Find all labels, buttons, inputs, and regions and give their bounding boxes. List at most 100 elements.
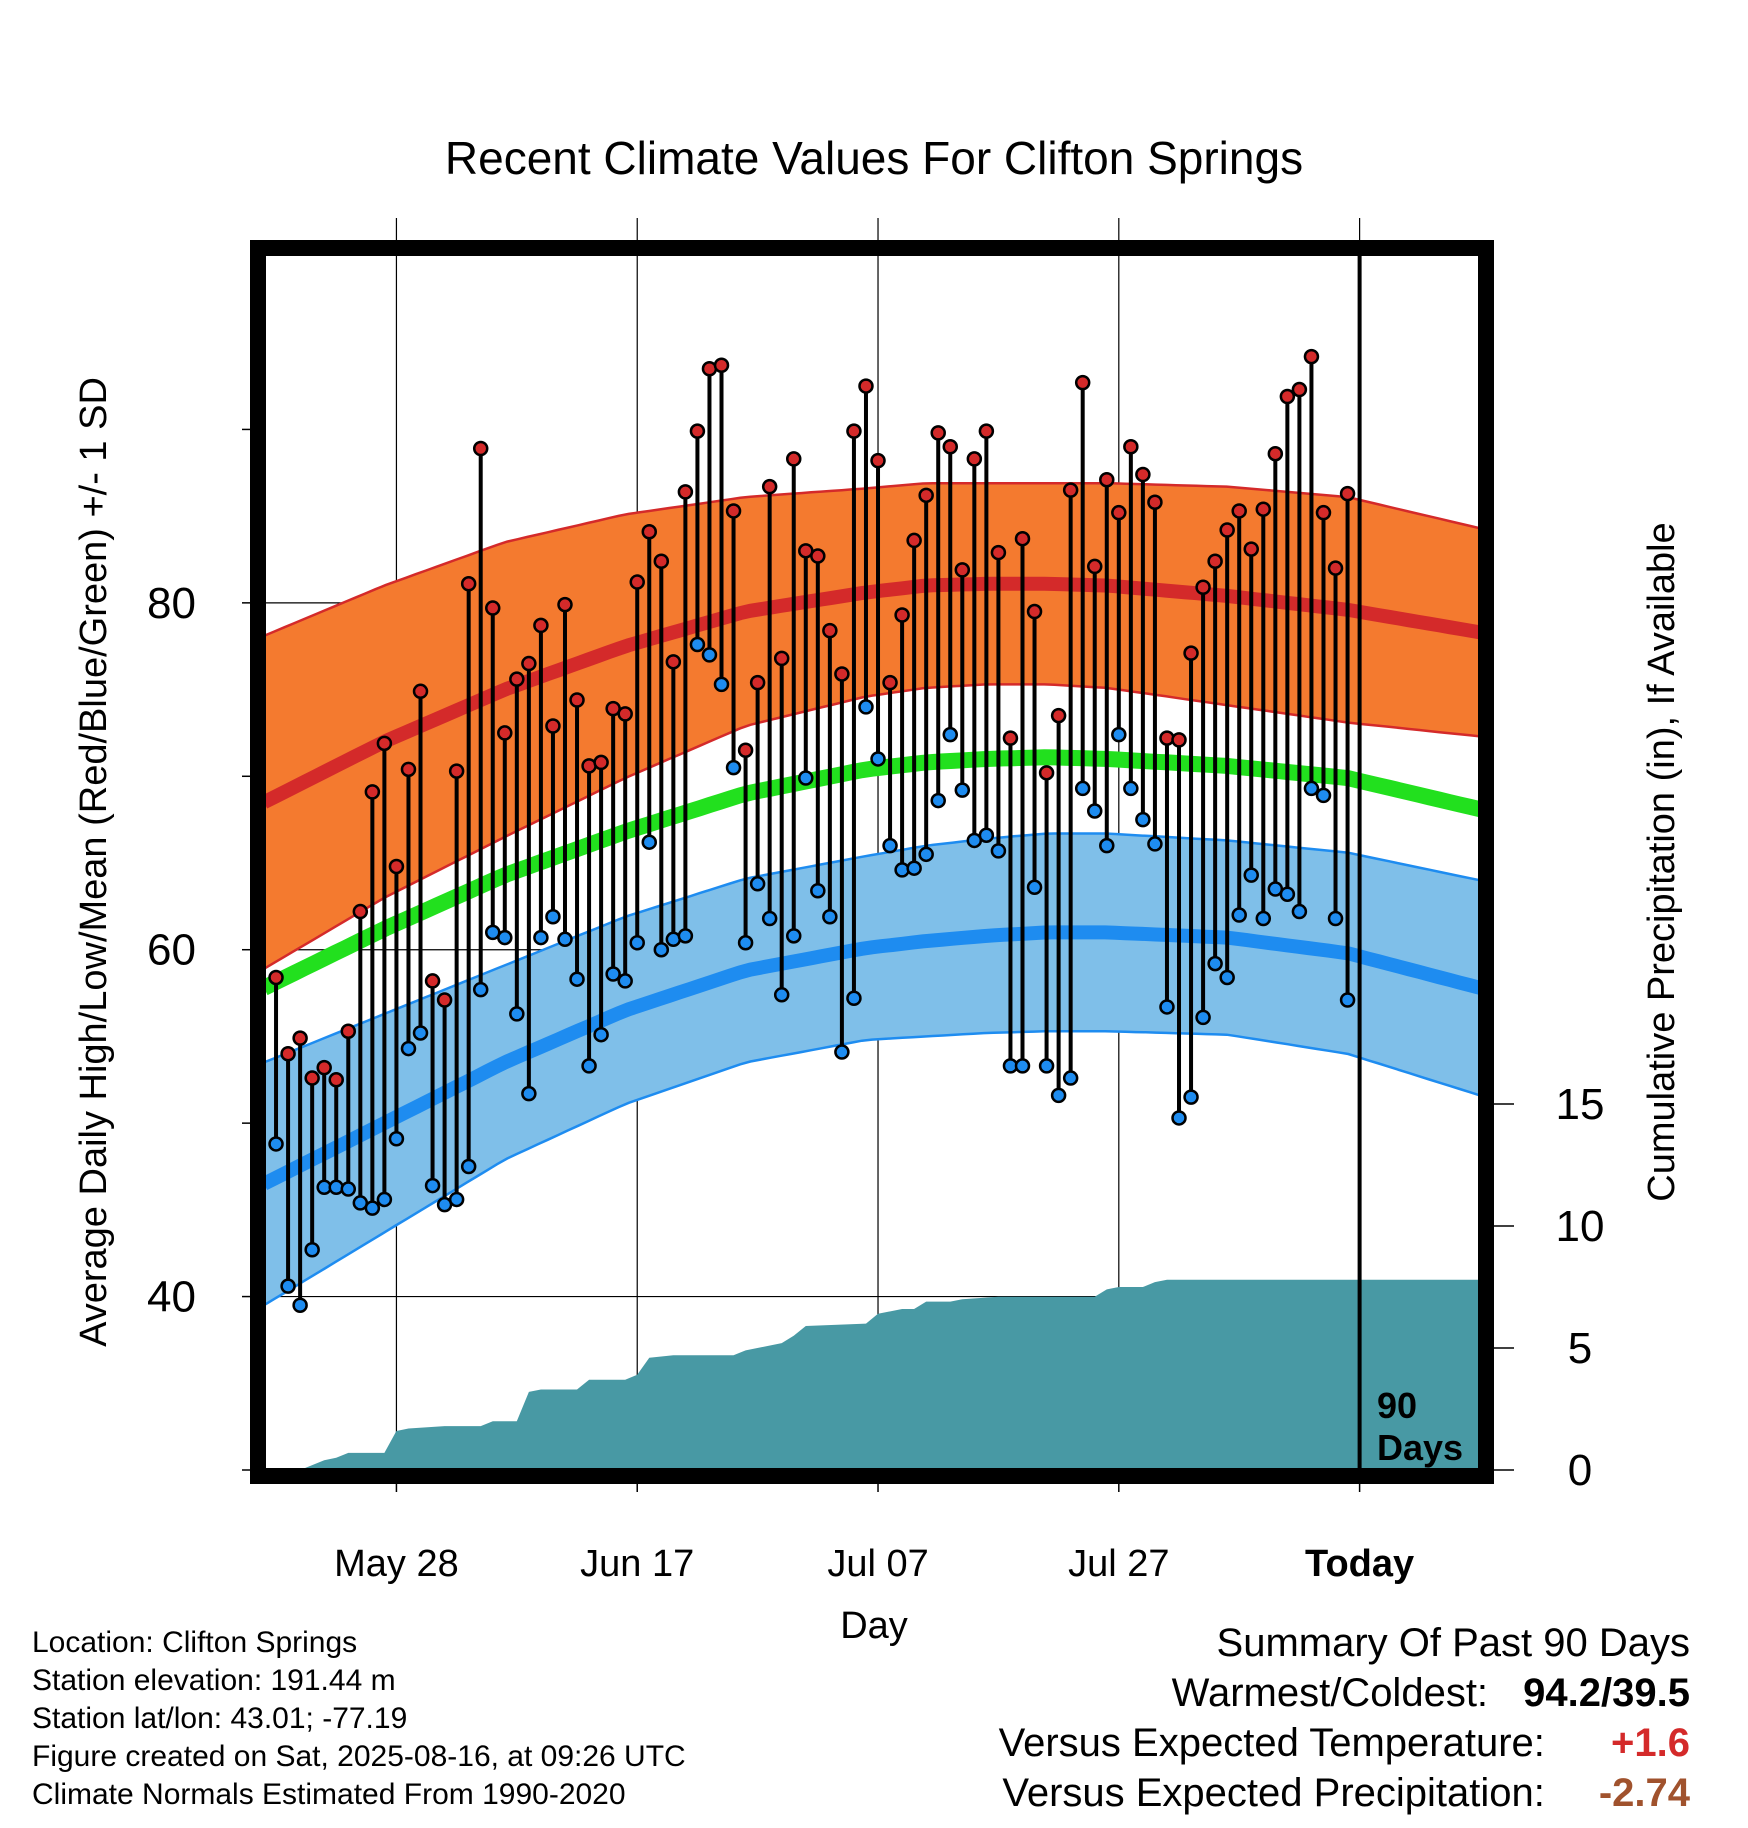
daily-high-point: [1026, 603, 1043, 620]
precip-value: -2.74: [1598, 1771, 1690, 1815]
daily-low-point: [942, 726, 959, 743]
daily-low-point: [1026, 879, 1043, 896]
daily-low-point: [761, 910, 778, 927]
precip-label: Versus Expected Precipitation:: [1002, 1771, 1545, 1815]
daily-low-point: [641, 834, 658, 850]
daily-high-point: [954, 562, 971, 578]
daily-high-point: [1339, 485, 1356, 502]
daily-low-point: [460, 1158, 477, 1175]
plot-frame: [250, 240, 1494, 1484]
daily-low-point: [533, 929, 549, 946]
daily-low-point: [569, 971, 585, 987]
daily-low-point: [1219, 969, 1235, 986]
daily-low-point: [1159, 999, 1175, 1015]
daily-low-point: [1135, 811, 1151, 828]
daily-high-point: [1207, 553, 1223, 569]
daily-low-point: [1327, 910, 1344, 927]
daily-low-point: [1123, 780, 1139, 797]
daily-high-point: [665, 654, 682, 670]
temp-row: Versus Expected Temperature: +1.6: [999, 1718, 1690, 1768]
daily-high-point: [1038, 765, 1055, 781]
daily-high-point: [364, 784, 381, 800]
daily-high-point: [713, 357, 730, 374]
daily-low-point: [448, 1191, 465, 1208]
daily-high-point: [858, 378, 874, 394]
daily-low-point: [798, 770, 814, 786]
precip-area: [300, 1279, 1480, 1470]
daily-low-point: [1099, 837, 1115, 854]
daily-high-point: [424, 973, 441, 989]
daily-high-point: [1135, 466, 1151, 483]
daily-high-point: [1255, 501, 1272, 517]
daily-high-point: [533, 617, 549, 634]
daily-dots: [268, 348, 1356, 1313]
daily-high-point: [400, 761, 417, 778]
daily-high-point: [316, 1059, 332, 1076]
x-tick-label: Jul 27: [1068, 1543, 1169, 1585]
axis-ticks: [242, 428, 1514, 1492]
daily-high-point: [846, 423, 862, 439]
warm-cold-value: 94.2/39.5: [1523, 1671, 1690, 1715]
daily-high-point: [1014, 530, 1031, 547]
daily-low-point: [858, 699, 874, 715]
daily-high-point: [990, 544, 1007, 561]
daily-high-point: [292, 1030, 308, 1046]
daily-low-point: [1339, 992, 1356, 1008]
daily-high-point: [448, 763, 465, 779]
y-tick-label: 80: [147, 579, 196, 628]
daily-high-point: [737, 742, 754, 759]
daily-high-point: [388, 858, 405, 875]
daily-low-point: [930, 792, 946, 809]
y2-tick-label: 5: [1568, 1324, 1592, 1373]
x-axis-label: Day: [840, 1605, 908, 1647]
daily-high-point: [918, 487, 934, 504]
daily-high-point: [689, 423, 706, 439]
daily-high-point: [1327, 560, 1344, 576]
daily-low-point: [749, 876, 766, 892]
daily-low-point: [1255, 910, 1272, 927]
daily-high-point: [268, 969, 284, 986]
daily-low-point: [725, 759, 742, 776]
daily-high-point: [1099, 471, 1115, 488]
daily-high-point: [1002, 730, 1019, 746]
daily-high-point: [1123, 439, 1139, 455]
daily-low-point: [280, 1278, 296, 1294]
y-tick-label: 40: [147, 1273, 196, 1322]
y-tick-label: 60: [147, 926, 196, 975]
daily-low-point: [388, 1131, 405, 1147]
daily-low-point: [581, 1058, 597, 1074]
latlon-text: Station lat/lon: 43.01; -77.19: [32, 1702, 408, 1735]
precip-cumulative-area: [300, 1279, 1480, 1470]
daily-high-point: [1171, 732, 1187, 748]
daily-low-point: [1038, 1058, 1055, 1074]
daily-high-point: [569, 692, 585, 708]
daily-low-point: [1050, 1087, 1067, 1104]
daily-high-point: [749, 674, 766, 691]
daily-low-point: [268, 1136, 284, 1152]
daily-low-point: [954, 782, 971, 798]
daily-low-point: [1315, 787, 1332, 804]
summary-panel: Summary Of Past 90 Days Warmest/Coldest:…: [999, 1618, 1690, 1818]
daily-low-point: [617, 973, 633, 989]
daily-low-point: [701, 647, 718, 663]
y2-axis-label: Cumulative Precipitation (in), If Availa…: [1641, 522, 1683, 1201]
daily-low-point: [870, 751, 886, 767]
daily-high-point: [1195, 579, 1211, 595]
x-tick-label: Jun 17: [580, 1543, 694, 1585]
daily-high-point: [1279, 388, 1296, 405]
daily-low-point: [629, 935, 645, 951]
daily-low-point: [978, 827, 995, 844]
daily-high-point: [834, 666, 850, 682]
daily-high-point: [1086, 558, 1103, 575]
daily-low-point: [521, 1085, 537, 1102]
daily-low-point: [1111, 726, 1127, 743]
daily-high-point: [436, 992, 453, 1008]
y-axis-label: Average Daily High/Low/Mean (Red/Blue/Gr…: [73, 377, 115, 1347]
daily-low-point: [737, 935, 754, 951]
daily-low-point: [509, 1006, 525, 1022]
daily-low-point: [1062, 1070, 1079, 1086]
chart-title: Recent Climate Values For Clifton Spring…: [445, 132, 1303, 184]
daily-low-point: [593, 1026, 609, 1043]
daily-low-point: [653, 941, 670, 958]
daily-high-point: [545, 718, 561, 734]
